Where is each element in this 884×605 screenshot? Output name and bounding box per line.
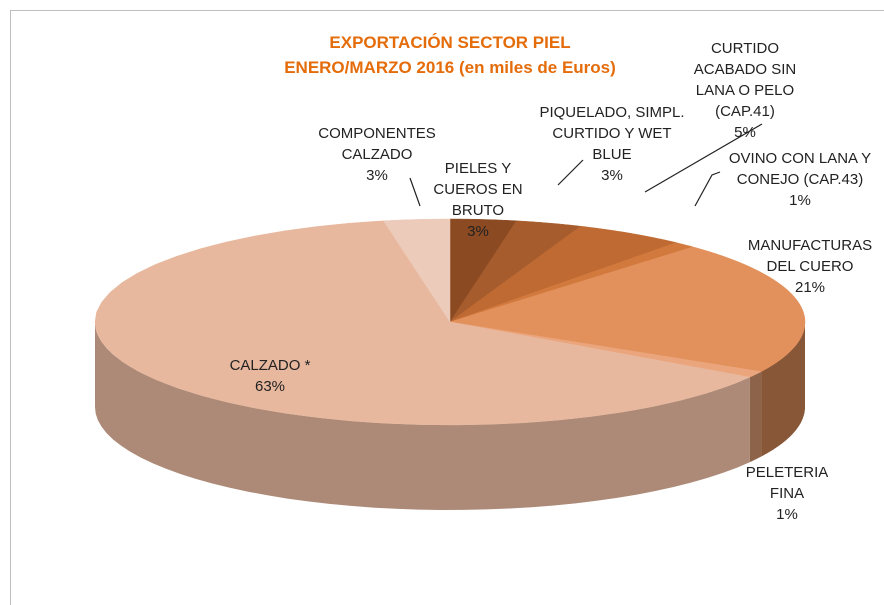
chart-frame [10, 10, 884, 605]
pie-slice [94, 220, 751, 426]
value-label: 3% [366, 167, 388, 184]
value-label: 3% [601, 167, 623, 184]
subtitle-line: ENERO/MARZO 2016 (en miles de Euros) [284, 58, 616, 77]
value-label: 63% [254, 378, 286, 395]
value-label: 5% [734, 124, 756, 141]
leader-line [409, 177, 421, 207]
data-label: PELETERIA FINA 1% [737, 462, 837, 525]
value-label: 3% [467, 223, 489, 240]
value-label: 1% [789, 192, 811, 209]
data-label: CURTIDO ACABADO SIN LANA O PELO (CAP.41)… [680, 38, 810, 143]
title-line: EXPORTACIÓN SECTOR PIEL [329, 33, 571, 52]
pie-slice [449, 242, 694, 323]
leader-lines [409, 123, 763, 207]
category-label: CURTIDO ACABADO SIN LANA O PELO (CAP.41) [693, 40, 797, 120]
pie-slice [449, 246, 806, 372]
value-label: 1% [776, 506, 798, 523]
leader-line [694, 171, 721, 207]
data-label: OVINO CON LANA Y CONEJO (CAP.43) 1% [713, 148, 884, 211]
category-label: MANUFACTURAS DEL CUERO [747, 237, 873, 275]
data-label: COMPONENTES CALZADO 3% [307, 123, 447, 186]
category-label: CALZADO * [229, 357, 311, 374]
pie-slice [449, 220, 582, 323]
chart-title: EXPORTACIÓN SECTOR PIEL ENERO/MARZO 2016… [200, 30, 700, 80]
value-label: 21% [794, 279, 826, 296]
pie [94, 218, 806, 510]
category-label: COMPONENTES CALZADO [318, 125, 436, 163]
leader-line [557, 159, 584, 186]
pie-slice-side [95, 322, 750, 510]
data-label: MANUFACTURAS DEL CUERO 21% [735, 235, 884, 298]
category-label: OVINO CON LANA Y CONEJO (CAP.43) [728, 150, 872, 188]
pie-slice-side [749, 371, 762, 463]
pie-slice [449, 225, 678, 323]
pie-slice [449, 321, 762, 378]
category-label: PELETERIA FINA [745, 464, 829, 502]
pie-slice [383, 218, 451, 323]
pie-slice-side [761, 322, 805, 457]
data-label: PIELES Y CUEROS EN BRUTO 3% [428, 158, 528, 242]
data-label: PIQUELADO, SIMPL. CURTIDO Y WET BLUE 3% [532, 102, 692, 186]
leader-line [644, 123, 763, 193]
data-label: CALZADO * 63% [210, 355, 330, 397]
category-label: PIELES Y CUEROS EN BRUTO [433, 160, 523, 219]
category-label: PIQUELADO, SIMPL. CURTIDO Y WET BLUE [539, 104, 685, 163]
